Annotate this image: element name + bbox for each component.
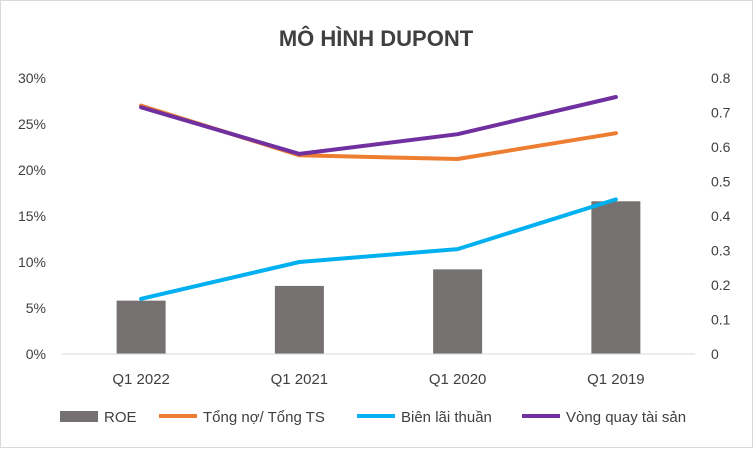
category-label: Q1 2020 (429, 371, 487, 388)
right-tick-label: 0.5 (711, 174, 731, 190)
legend-label: Tổng nợ/ Tổng TS (203, 409, 325, 426)
line-group (139, 95, 618, 301)
series-line (139, 197, 618, 301)
category-label: Q1 2022 (112, 371, 170, 388)
left-tick-label: 25% (18, 116, 46, 132)
roe-bar (116, 300, 166, 354)
category-labels: Q1 2022 Q1 2021 Q1 2020 Q1 2019 (112, 371, 644, 388)
right-tick-label: 0.2 (711, 277, 731, 293)
right-tick-label: 0.8 (711, 70, 731, 86)
category-label: Q1 2021 (271, 371, 329, 388)
right-tick-label: 0 (711, 346, 719, 362)
left-axis-ticks: 0% 5% 10% 15% 20% 25% 30% (18, 70, 46, 362)
legend-label: ROE (104, 409, 137, 426)
legend: ROE Tổng nợ/ Tổng TS Biên lãi thuần Vòng qu… (60, 409, 686, 426)
left-tick-label: 15% (18, 208, 46, 224)
category-label: Q1 2019 (587, 371, 645, 388)
left-tick-label: 10% (18, 254, 46, 270)
left-tick-label: 5% (26, 300, 46, 316)
roe-bar (274, 285, 324, 354)
left-tick-label: 20% (18, 162, 46, 178)
roe-bar (433, 269, 483, 354)
right-tick-label: 0.3 (711, 243, 731, 259)
series-line (139, 95, 618, 156)
right-tick-label: 0.6 (711, 139, 731, 155)
right-tick-label: 0.1 (711, 312, 731, 328)
right-tick-label: 0.7 (711, 105, 731, 121)
legend-label: Biên lãi thuần (401, 409, 492, 426)
right-axis-ticks: 0 0.1 0.2 0.3 0.4 0.5 0.6 0.7 0.8 (711, 70, 731, 362)
bar-group (116, 201, 641, 354)
right-tick-label: 0.4 (711, 208, 731, 224)
left-tick-label: 30% (18, 70, 46, 86)
chart-title: MÔ HÌNH DUPONT (279, 26, 474, 51)
legend-label: Vòng quay tài sản (566, 409, 686, 426)
left-tick-label: 0% (26, 346, 46, 362)
legend-swatch (60, 411, 98, 422)
roe-bar (591, 201, 641, 354)
